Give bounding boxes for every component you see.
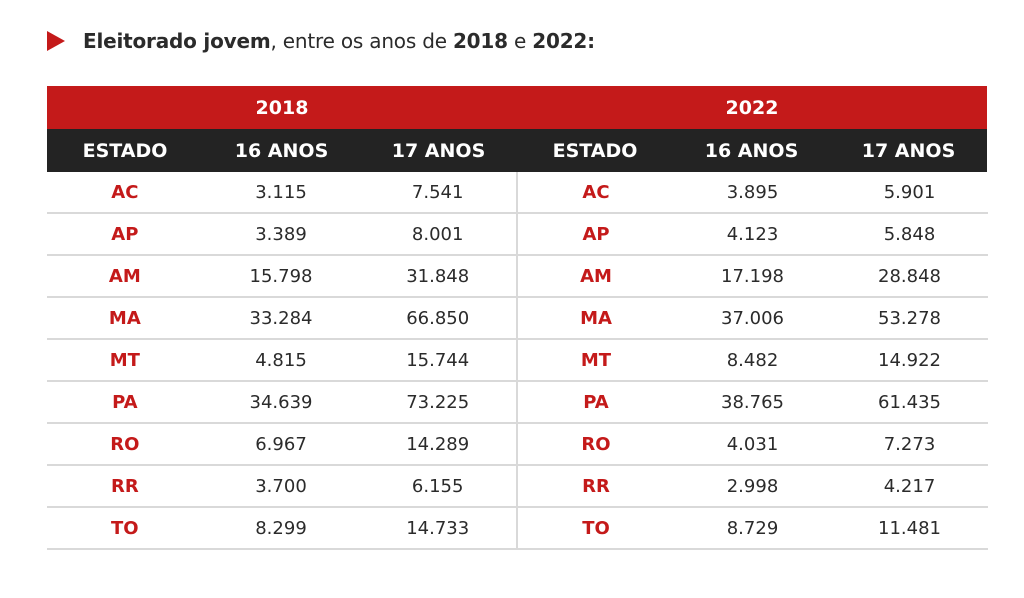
state-cell: AM (108, 265, 141, 287)
age-16-cell: 3.700 (255, 475, 307, 497)
col-header-16-anos: 16 ANOS (234, 139, 329, 162)
age-17-cell: 61.435 (878, 391, 941, 413)
age-17-cell: 4.217 (883, 475, 936, 497)
age-16-cell: 8.482 (726, 349, 779, 371)
table-row: RR 2.998 4.217 (518, 466, 988, 508)
age-16-cell: 6.967 (255, 433, 307, 455)
age-16-cell: 3.115 (255, 181, 307, 203)
table-row: AC 3.895 5.901 (518, 172, 988, 214)
voter-table: 2018 2022 ESTADO 16 ANOS 17 ANOS ESTADO … (47, 86, 988, 550)
age-17-cell: 14.733 (406, 517, 470, 539)
age-16-cell: 33.284 (249, 307, 313, 329)
state-cell: AM (580, 265, 612, 287)
table-row: RR 3.700 6.155 (47, 466, 516, 508)
age-16-cell: 8.729 (726, 517, 779, 539)
year-header-2022: 2022 (725, 96, 779, 119)
state-cell: MT (109, 349, 140, 371)
title-year-start: 2018 (452, 29, 508, 53)
table-row: MA 37.006 53.278 (518, 298, 988, 340)
age-17-cell: 8.001 (411, 223, 464, 245)
state-cell: PA (112, 391, 138, 413)
age-16-cell: 3.389 (255, 223, 307, 245)
age-16-cell: 2.998 (726, 475, 779, 497)
age-17-cell: 31.848 (406, 265, 470, 287)
table-row: MT 4.815 15.744 (47, 340, 516, 382)
age-17-cell: 5.848 (883, 223, 936, 245)
col-header-estado: ESTADO (552, 139, 638, 162)
age-16-cell: 17.198 (721, 265, 784, 287)
title-year-end: 2022: (532, 29, 595, 53)
age-16-cell: 4.123 (726, 223, 779, 245)
column-header-row: ESTADO 16 ANOS 17 ANOS ESTADO 16 ANOS 17… (47, 129, 987, 172)
col-header-17-anos: 17 ANOS (861, 139, 956, 162)
table-row: RO 4.031 7.273 (518, 424, 988, 466)
table-row: RO 6.967 14.289 (47, 424, 516, 466)
state-cell: RR (110, 475, 139, 497)
year-header-2018: 2018 (255, 96, 309, 119)
age-17-cell: 11.481 (878, 517, 941, 539)
state-cell: RO (581, 433, 611, 455)
age-17-cell: 7.273 (883, 433, 936, 455)
table-row: AP 3.389 8.001 (47, 214, 516, 256)
age-17-cell: 14.289 (406, 433, 470, 455)
state-cell: AP (111, 223, 139, 245)
table-2018: AC 3.115 7.541 AP 3.389 8.001 AM 15.798 31.848 MA… (47, 172, 518, 550)
table-body: AC 3.115 7.541 AP 3.389 8.001 AM 15.798 31.848 MA… (47, 172, 988, 550)
age-16-cell: 37.006 (721, 307, 784, 329)
age-16-cell: 15.798 (249, 265, 313, 287)
state-cell: PA (583, 391, 609, 413)
title-row: Eleitorado jovem, entre os anos de 2018 … (47, 26, 595, 56)
title-text: , entre os anos de (270, 29, 453, 53)
state-cell: MA (108, 307, 141, 329)
age-17-cell: 15.744 (406, 349, 470, 371)
table-row: TO 8.729 11.481 (518, 508, 988, 550)
title-conjunction: e (507, 29, 533, 53)
state-cell: TO (111, 517, 139, 539)
table-row: AM 17.198 28.848 (518, 256, 988, 298)
age-16-cell: 8.299 (255, 517, 307, 539)
age-17-cell: 6.155 (411, 475, 464, 497)
col-header-16-anos: 16 ANOS (704, 139, 799, 162)
table-2022: AC 3.895 5.901 AP 4.123 5.848 AM 17.198 28.848 MA… (518, 172, 988, 550)
table-row: MA 33.284 66.850 (47, 298, 516, 340)
age-17-cell: 66.850 (406, 307, 470, 329)
state-cell: MA (580, 307, 612, 329)
table-row: AC 3.115 7.541 (47, 172, 516, 214)
age-16-cell: 3.895 (726, 181, 779, 203)
age-17-cell: 7.541 (411, 181, 464, 203)
table-row: PA 34.639 73.225 (47, 382, 516, 424)
play-arrow-icon (47, 31, 65, 51)
state-cell: RR (582, 475, 610, 497)
age-16-cell: 38.765 (721, 391, 784, 413)
col-header-17-anos: 17 ANOS (391, 139, 486, 162)
age-17-cell: 14.922 (878, 349, 941, 371)
age-16-cell: 4.815 (255, 349, 307, 371)
age-17-cell: 28.848 (878, 265, 941, 287)
title-bold-subject: Eleitorado jovem (83, 29, 271, 53)
page-title: Eleitorado jovem, entre os anos de 2018 … (83, 29, 595, 53)
state-cell: AC (582, 181, 610, 203)
age-17-cell: 73.225 (406, 391, 470, 413)
table-row: AP 4.123 5.848 (518, 214, 988, 256)
state-cell: RO (110, 433, 140, 455)
age-16-cell: 34.639 (249, 391, 313, 413)
table-row: TO 8.299 14.733 (47, 508, 516, 550)
year-header-row: 2018 2022 (47, 86, 987, 129)
state-cell: AP (582, 223, 610, 245)
age-17-cell: 5.901 (883, 181, 936, 203)
table-row: MT 8.482 14.922 (518, 340, 988, 382)
col-header-estado: ESTADO (82, 139, 168, 162)
table-row: AM 15.798 31.848 (47, 256, 516, 298)
age-16-cell: 4.031 (726, 433, 779, 455)
age-17-cell: 53.278 (878, 307, 941, 329)
state-cell: TO (582, 517, 610, 539)
state-cell: MT (580, 349, 612, 371)
state-cell: AC (111, 181, 139, 203)
table-row: PA 38.765 61.435 (518, 382, 988, 424)
